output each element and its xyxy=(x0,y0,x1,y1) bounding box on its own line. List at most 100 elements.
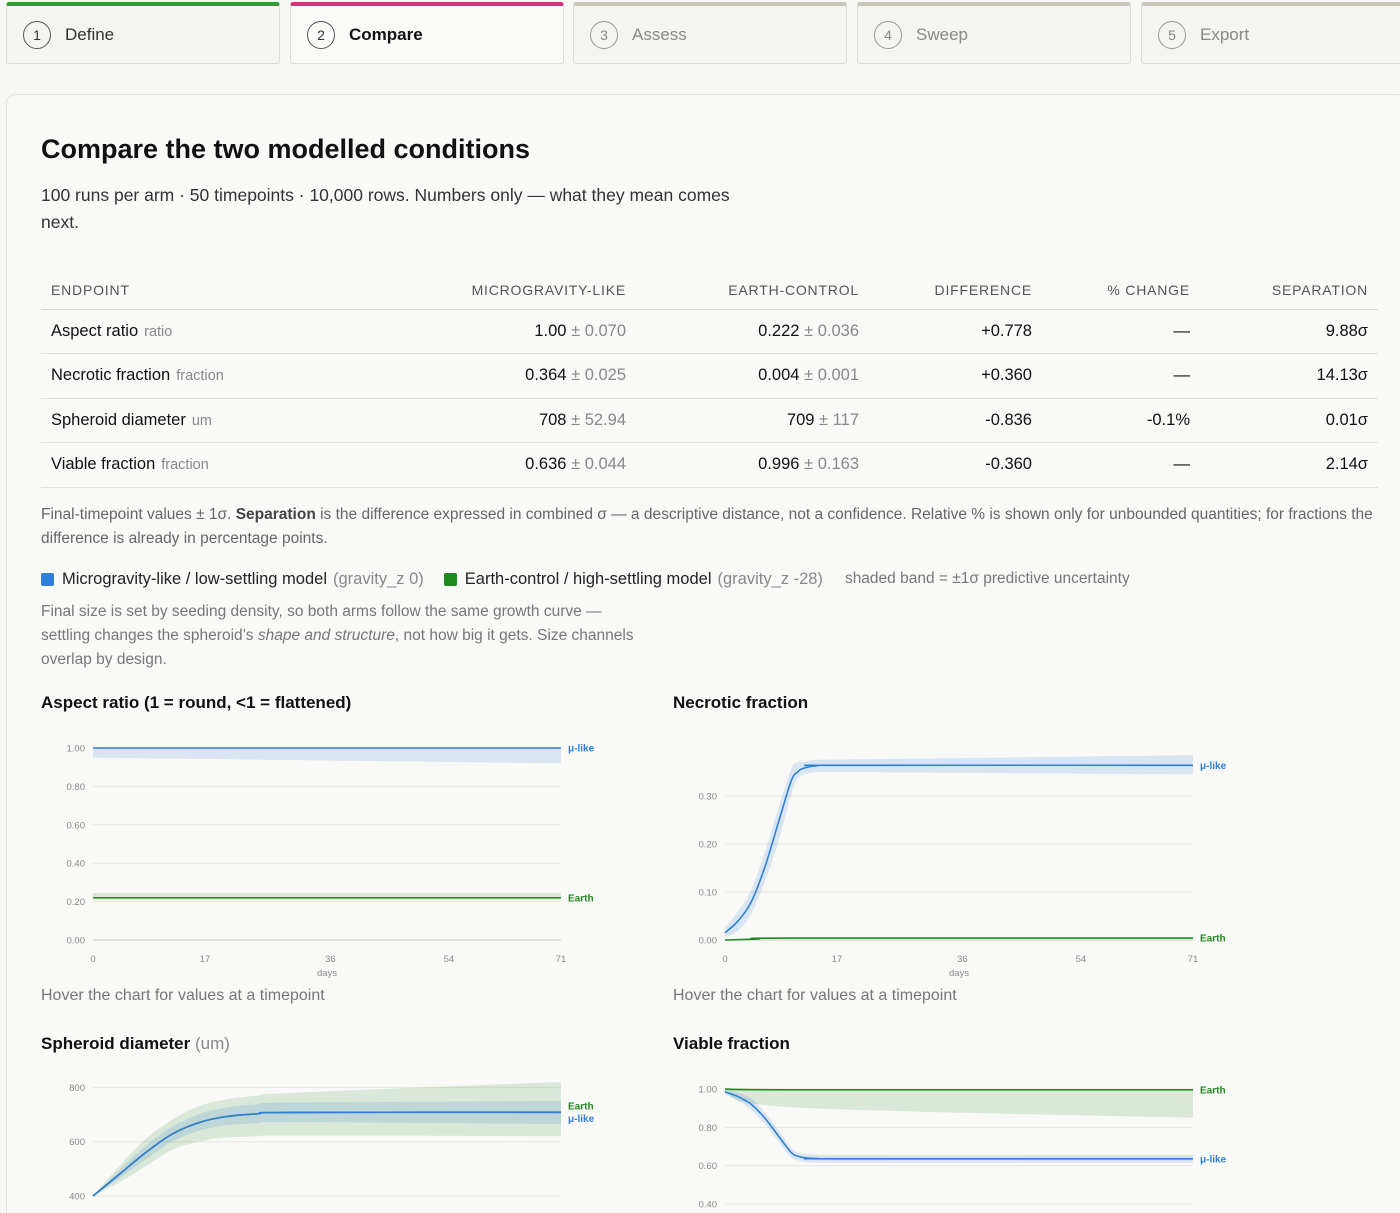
uncertainty-band-micro xyxy=(725,755,1193,938)
earth-sd: ± 117 xyxy=(819,410,859,429)
aspect-ratio-chart[interactable]: 0.00 0.20 0.40 0.60 0.80 1.00 0 17 36 54 71 days μ-l… xyxy=(41,735,641,985)
step-number: 3 xyxy=(590,20,618,49)
separation-cell: 2.14σ xyxy=(1200,442,1378,488)
difference-cell: -0.836 xyxy=(869,398,1042,443)
step-define[interactable]: 1 Define xyxy=(6,2,280,64)
viable-fraction-chart[interactable]: 0.40 0.60 0.80 1.00 Earth μ-like xyxy=(673,1076,1273,1213)
step-label: Sweep xyxy=(916,24,968,44)
earth-sd: ± 0.001 xyxy=(804,366,859,385)
necrotic-fraction-chart[interactable]: 0.00 0.10 0.20 0.30 0 17 36 54 71 days μ-like Earth xyxy=(673,735,1273,985)
table-header-row: ENDPOINT MICROGRAVITY-LIKE EARTH-CONTROL… xyxy=(41,272,1378,310)
step-number: 1 xyxy=(23,20,51,49)
uncertainty-band-earth xyxy=(93,1082,561,1196)
column-header: EARTH-CONTROL xyxy=(636,272,869,310)
earth-cell: 709 ± 117 xyxy=(636,398,869,443)
endpoint-unit: ratio xyxy=(144,323,173,340)
earth-value: 0.004 xyxy=(758,366,800,385)
x-tick-label: 36 xyxy=(325,954,336,965)
column-header: ENDPOINT xyxy=(41,272,411,310)
step-sweep[interactable]: 4 Sweep xyxy=(857,2,1131,64)
footnote-text: Final-timepoint values ± 1σ. xyxy=(41,506,236,523)
x-axis-label: days xyxy=(949,968,969,979)
chart-title-aspect-ratio: Aspect ratio (1 = round, <1 = flattened) xyxy=(41,693,352,712)
uncertainty-band-micro xyxy=(725,1089,1193,1163)
earth-cell: 0.004 ± 0.001 xyxy=(636,353,869,399)
step-compare[interactable]: 2 Compare xyxy=(290,2,564,64)
micro-cell: 1.00 ± 0.070 xyxy=(411,309,636,354)
series-end-label: μ-like xyxy=(1200,1154,1227,1165)
x-axis-label: days xyxy=(317,968,337,979)
column-header: % CHANGE xyxy=(1042,272,1200,310)
step-number: 2 xyxy=(307,20,335,49)
chart-title-necrotic-fraction: Necrotic fraction xyxy=(673,693,809,712)
uncertainty-band-micro xyxy=(93,1101,561,1196)
micro-sd: ± 0.025 xyxy=(571,366,626,385)
series-line-micro xyxy=(724,764,1194,934)
table-row: Spheroid diameter um 708 ± 52.94 709 ± 11… xyxy=(41,398,1378,443)
uncertainty-band-earth xyxy=(725,1089,1193,1118)
step-assess[interactable]: 3 Assess xyxy=(573,2,847,64)
series-line-earth xyxy=(724,937,1194,941)
y-tick-label: 1.00 xyxy=(699,1085,718,1096)
step-number: 5 xyxy=(1158,20,1186,49)
y-tick-label: 600 xyxy=(69,1137,85,1148)
chart-title-viable-fraction: Viable fraction xyxy=(673,1034,790,1053)
series-line-earth xyxy=(724,1088,1194,1091)
earth-swatch xyxy=(443,572,457,586)
step-navigation: 1 Define 2 Compare 3 Assess 4 Sweep 5 Ex… xyxy=(0,0,1400,70)
y-tick-label: 0.40 xyxy=(699,1200,718,1211)
micro-cell: 0.636 ± 0.044 xyxy=(411,442,636,488)
pct-change-cell: -0.1% xyxy=(1042,398,1200,443)
step-label: Assess xyxy=(632,24,687,44)
series-legend: Microgravity-like / low-settling model (… xyxy=(41,568,1130,590)
series-end-label: μ-like xyxy=(568,744,595,755)
footnote-text: is the difference expressed in combined … xyxy=(41,506,1373,547)
chart-title-text: Spheroid diameter xyxy=(41,1034,191,1053)
endpoint-name: Viable fraction xyxy=(51,455,156,474)
x-tick-label: 0 xyxy=(90,954,95,965)
y-tick-label: 400 xyxy=(69,1192,85,1203)
earth-legend-param: (gravity_z -28) xyxy=(717,569,823,588)
size-note: Final size is set by seeding density, so… xyxy=(41,600,651,672)
earth-value: 0.996 xyxy=(758,455,800,474)
micro-value: 708 xyxy=(538,410,567,429)
step-label: Define xyxy=(65,24,115,44)
difference-cell: +0.360 xyxy=(869,353,1042,399)
endpoint-unit: fraction xyxy=(176,368,224,385)
series-end-label: Earth xyxy=(568,893,594,904)
x-tick-label: 17 xyxy=(832,954,843,965)
micro-value: 1.00 xyxy=(534,321,567,340)
endpoint-unit: fraction xyxy=(161,457,209,474)
endpoint-cell: Spheroid diameter um xyxy=(41,398,411,443)
endpoint-name: Necrotic fraction xyxy=(51,366,171,385)
earth-value: 709 xyxy=(786,410,815,429)
column-header: MICROGRAVITY-LIKE xyxy=(411,272,636,310)
step-export[interactable]: 5 Export xyxy=(1141,2,1400,64)
endpoint-cell: Necrotic fraction fraction xyxy=(41,353,411,399)
series-end-label: μ-like xyxy=(1200,761,1227,772)
earth-value: 0.222 xyxy=(758,321,800,340)
micro-legend-param: (gravity_z 0) xyxy=(333,569,424,588)
page-title: Compare the two modelled conditions xyxy=(41,134,531,164)
series-end-label: Earth xyxy=(1200,934,1226,945)
series-line-micro xyxy=(92,1111,562,1197)
x-tick-label: 71 xyxy=(556,954,567,965)
size-note-text: , not how big it gets. Size channels ove… xyxy=(41,627,634,668)
series-end-label: Earth xyxy=(1200,1085,1226,1096)
separation-cell: 14.13σ xyxy=(1200,353,1378,399)
endpoint-name: Spheroid diameter xyxy=(51,410,186,429)
micro-value: 0.636 xyxy=(525,455,567,474)
x-tick-label: 54 xyxy=(1076,954,1087,965)
micro-legend-label: Microgravity-like / low-settling model xyxy=(62,569,327,588)
x-tick-label: 0 xyxy=(722,954,727,965)
y-tick-label: 1.00 xyxy=(67,744,86,755)
pct-change-cell: — xyxy=(1042,442,1200,488)
footnote-bold: Separation xyxy=(235,506,316,523)
earth-cell: 0.222 ± 0.036 xyxy=(636,309,869,354)
step-label: Export xyxy=(1200,24,1250,44)
y-tick-label: 0.00 xyxy=(67,936,86,947)
pct-change-cell: — xyxy=(1042,309,1200,354)
table-row: Viable fraction fraction 0.636 ± 0.044 0.… xyxy=(41,442,1378,488)
column-header: DIFFERENCE xyxy=(869,272,1042,310)
